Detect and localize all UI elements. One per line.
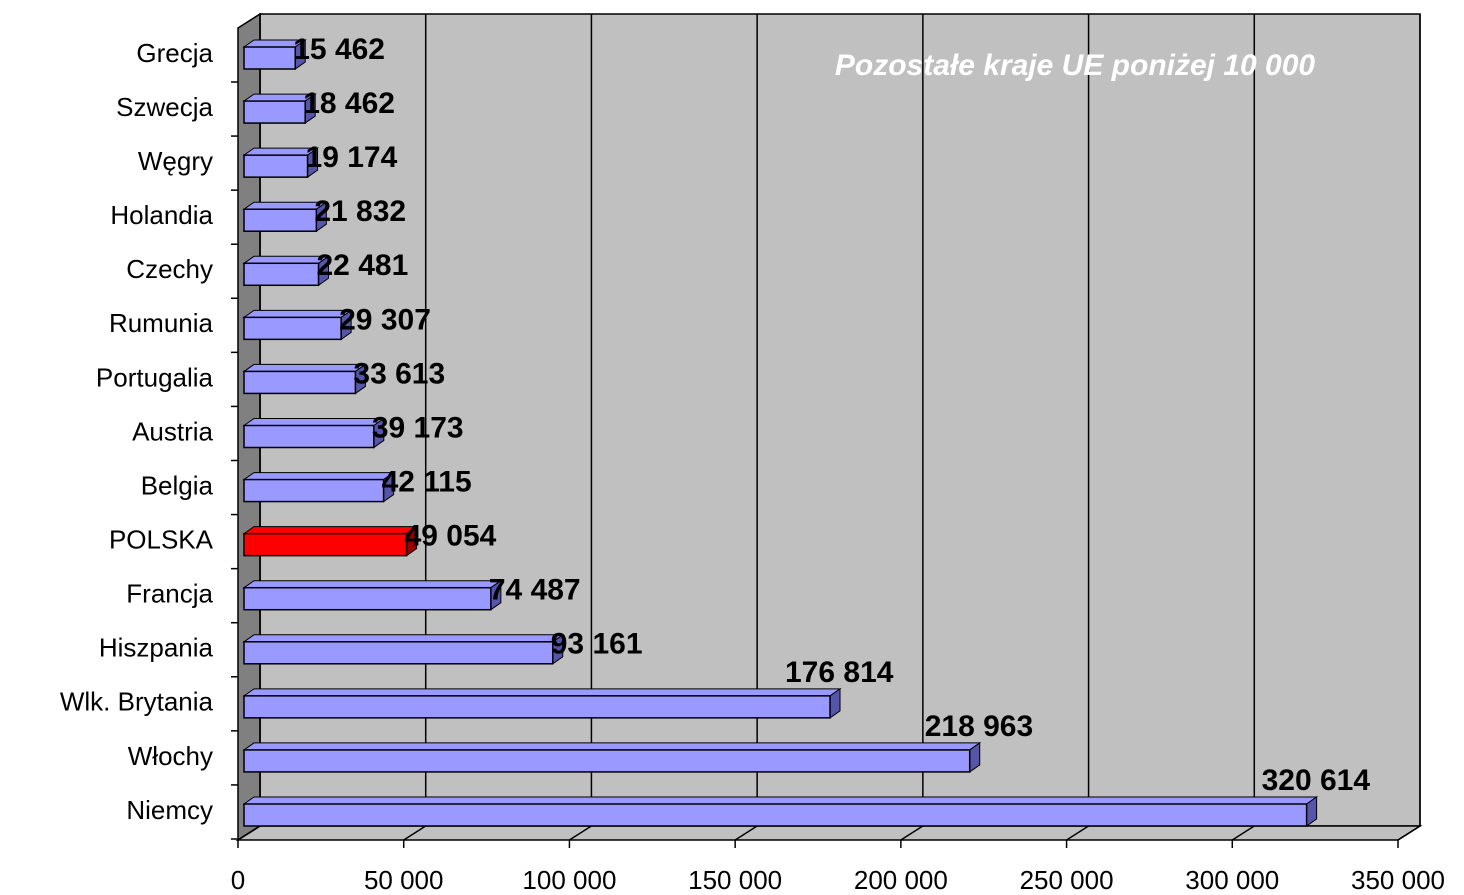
- data-label: 19 174: [306, 141, 398, 174]
- bar-top: [242, 580, 503, 589]
- bar: [243, 154, 309, 178]
- bar-top: [242, 796, 1319, 805]
- y-tick-label: Szwecja: [116, 92, 213, 122]
- x-tick-label: 50 000: [364, 865, 444, 895]
- grid-line: [1397, 14, 1421, 841]
- annotation: Pozostałe kraje UE poniżej 10 000: [835, 49, 1316, 82]
- bar: [243, 478, 385, 503]
- bar: [243, 586, 492, 611]
- data-label: 33 613: [353, 357, 445, 390]
- bar: [243, 370, 357, 395]
- data-label: 18 462: [303, 87, 395, 120]
- data-label: 320 614: [1262, 764, 1371, 797]
- y-tick-label: Holandia: [110, 200, 213, 230]
- bar: [243, 695, 831, 719]
- data-label: 22 481: [317, 249, 409, 282]
- data-label: 93 161: [551, 628, 643, 661]
- y-tick-label: POLSKA: [109, 525, 214, 555]
- data-label: 15 462: [293, 33, 385, 66]
- y-tick-label: Hiszpania: [99, 633, 214, 663]
- data-label: 39 173: [372, 411, 464, 444]
- y-tick-label: Wlk. Brytania: [60, 687, 214, 717]
- bar: [243, 316, 342, 341]
- data-label: 21 832: [314, 195, 406, 228]
- y-tick-label: Czechy: [126, 254, 213, 284]
- bar-top: [242, 472, 396, 481]
- x-tick-label: 100 000: [522, 865, 616, 895]
- y-tick-label: Francja: [126, 579, 213, 609]
- y-tick-label: Belgia: [141, 470, 214, 500]
- bar: [243, 424, 375, 449]
- bar: [243, 532, 408, 557]
- bar-top: [242, 309, 353, 318]
- data-label: 29 307: [339, 303, 431, 336]
- data-label: 218 963: [925, 710, 1033, 743]
- bar: [243, 641, 554, 665]
- x-tick-label: 300 000: [1185, 865, 1279, 895]
- bar: [243, 262, 320, 287]
- data-label: 74 487: [489, 574, 581, 607]
- y-tick-label: Włochy: [128, 741, 213, 771]
- data-label: 49 054: [405, 520, 497, 553]
- bar-top: [242, 742, 982, 751]
- x-tick-label: 250 000: [1020, 865, 1114, 895]
- x-tick-label: 200 000: [854, 865, 948, 895]
- y-tick-label: Austria: [132, 416, 213, 446]
- bar: [243, 100, 306, 124]
- bar-top: [242, 526, 419, 535]
- y-tick-label: Rumunia: [109, 308, 214, 338]
- bar-top: [242, 634, 565, 643]
- y-tick-label: Portugalia: [96, 362, 214, 392]
- bar: [243, 803, 1308, 827]
- y-tick-label: Węgry: [138, 146, 213, 176]
- bar: [243, 749, 971, 773]
- y-tick-label: Grecja: [136, 38, 213, 68]
- bar-top: [242, 688, 842, 697]
- data-label: 176 814: [785, 656, 894, 689]
- bar-top: [242, 418, 386, 426]
- x-tick-label: 0: [231, 865, 245, 895]
- data-label: 42 115: [382, 465, 472, 498]
- bar: [243, 46, 296, 70]
- bar-top: [242, 363, 367, 372]
- y-tick-label: Niemcy: [126, 795, 213, 825]
- bar: [243, 208, 318, 232]
- x-tick-label: 350 000: [1351, 865, 1445, 895]
- x-tick-label: 150 000: [688, 865, 782, 895]
